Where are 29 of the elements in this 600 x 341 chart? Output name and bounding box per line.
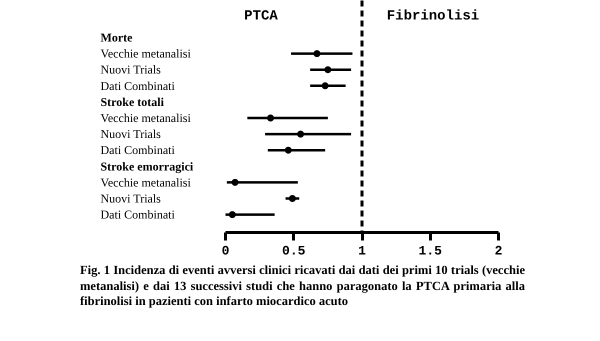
x-tick-label: 1 [358, 244, 366, 258]
x-tick-label: 2 [494, 244, 503, 258]
y-tick-label: Stroke emorragici [100, 159, 194, 174]
x-tick-label: 0 [222, 244, 230, 258]
point [232, 178, 239, 186]
x-tick-label: 0.5 [282, 244, 306, 258]
y-tick-label: Morte [100, 30, 134, 44]
point [267, 114, 274, 122]
y-tick-label: Dati Combinati [100, 208, 176, 222]
point [288, 195, 296, 202]
point [284, 146, 292, 154]
y-tick-label: Vecchie metanalisi [100, 111, 192, 125]
y-tick-label: Vecchie metanalisi [100, 46, 192, 61]
point [322, 82, 329, 90]
point [313, 50, 320, 58]
x-tick-label: 1.5 [418, 244, 442, 258]
y-tick-label: Dati Combinati [100, 78, 176, 93]
y-tick-label: Dati Combinati [100, 143, 176, 158]
point [324, 66, 332, 74]
y-tick-label: Vecchie metanalisi [100, 175, 192, 190]
text: PTCA [244, 8, 278, 25]
point [228, 211, 236, 218]
y-tick-label: Nuovi Trials [100, 62, 162, 77]
caption: Fig. 1 Incidenza di eventi avversi clinici ricavati dai dati dei primi 10 trials (vecchie metanalisi) e dai 13 successivi studi che hanno paragonato la PTCA primaria alla fibrinolisi in pazienti con infarto miocardico acuto [80, 263, 525, 310]
text: Fibrinolisi [386, 8, 480, 25]
y-tick-label: Nuovi Trials [100, 192, 162, 206]
point [297, 130, 304, 138]
y-tick-label: Nuovi Trials [100, 127, 162, 142]
y-tick-label: Stroke totali [100, 94, 165, 109]
